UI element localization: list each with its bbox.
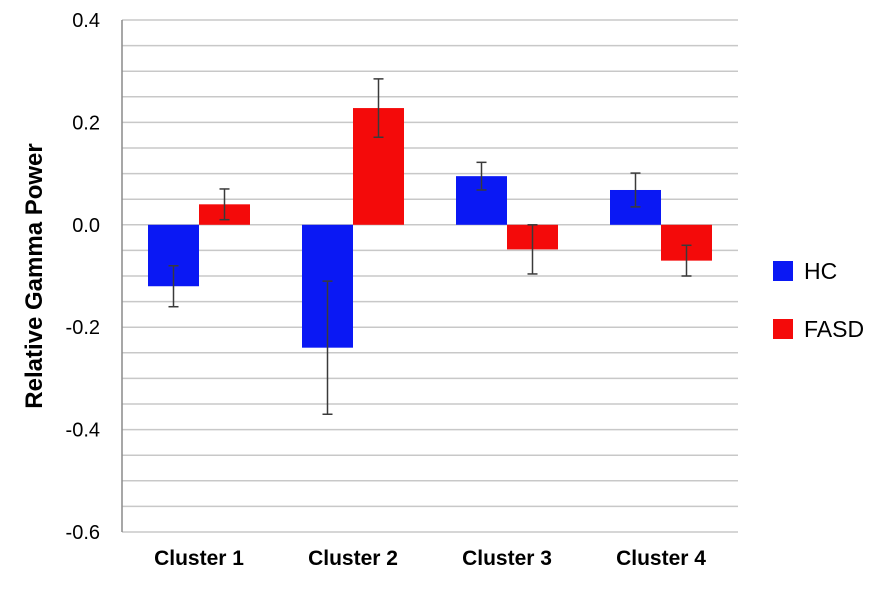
x-category-label: Cluster 4 xyxy=(616,547,706,570)
x-axis-labels: Cluster 1 Cluster 2 Cluster 3 Cluster 4 xyxy=(154,547,706,570)
y-tick-label: -0.6 xyxy=(66,522,100,544)
x-category-label: Cluster 2 xyxy=(308,547,398,570)
error-bars xyxy=(168,78,692,415)
y-tick-label: 0.2 xyxy=(72,112,100,134)
legend-swatch-fasd xyxy=(773,319,793,339)
y-tick-label: -0.4 xyxy=(66,420,100,442)
y-axis-ticks: 0.4 0.2 0.0 -0.2 -0.4 -0.6 xyxy=(66,10,100,544)
y-tick-label: 0.4 xyxy=(72,10,100,32)
x-category-label: Cluster 3 xyxy=(462,547,552,570)
y-tick-label: -0.2 xyxy=(66,317,100,339)
x-category-label: Cluster 1 xyxy=(154,547,244,570)
gridlines xyxy=(122,19,738,533)
y-axis-title: Relative Gamma Power xyxy=(21,143,48,408)
legend-label-hc: HC xyxy=(804,258,837,284)
legend: HC FASD xyxy=(773,258,864,342)
legend-label-fasd: FASD xyxy=(804,316,864,342)
y-tick-label: 0.0 xyxy=(72,215,100,237)
bars xyxy=(148,108,712,348)
legend-swatch-hc xyxy=(773,261,793,281)
